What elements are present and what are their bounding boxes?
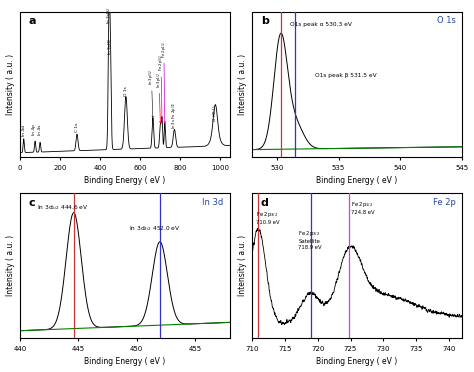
Text: In 3d$_{5/2}$ 444.6 eV: In 3d$_{5/2}$ 444.6 eV xyxy=(37,203,89,212)
X-axis label: Binding Energy ( eV ): Binding Energy ( eV ) xyxy=(317,357,398,366)
Text: Fe 2p$_{3/2}$
Satellite
718.9 eV: Fe 2p$_{3/2}$ Satellite 718.9 eV xyxy=(299,230,322,250)
Text: O1s peak β 531.5 eV: O1s peak β 531.5 eV xyxy=(315,73,377,78)
X-axis label: Binding Energy ( eV ): Binding Energy ( eV ) xyxy=(84,176,165,185)
Y-axis label: Intensity ( a.u. ): Intensity ( a.u. ) xyxy=(6,235,15,296)
Text: In 3p$_{1/2}$: In 3p$_{1/2}$ xyxy=(155,72,163,123)
Text: In 3s Fe 2p$_{3/2}$: In 3s Fe 2p$_{3/2}$ xyxy=(171,102,178,129)
Text: b: b xyxy=(261,16,269,26)
Y-axis label: Intensity ( a.u. ): Intensity ( a.u. ) xyxy=(6,54,15,115)
Y-axis label: Intensity ( a.u. ): Intensity ( a.u. ) xyxy=(238,54,246,115)
Text: O1s peak α 530.3 eV: O1s peak α 530.3 eV xyxy=(290,22,352,27)
Text: a: a xyxy=(28,16,36,26)
Text: c: c xyxy=(28,198,35,208)
Text: Fe 2p: Fe 2p xyxy=(433,198,456,207)
Text: In 4d: In 4d xyxy=(22,125,26,136)
Text: In 3d$_{3/2}$ 452.0 eV: In 3d$_{3/2}$ 452.0 eV xyxy=(129,225,181,234)
Text: C 1s: C 1s xyxy=(75,123,79,132)
Text: In 3p$_{3/2}$: In 3p$_{3/2}$ xyxy=(147,69,155,118)
Text: Fe 2p$_{1/2}$
724.8 eV: Fe 2p$_{1/2}$ 724.8 eV xyxy=(351,201,374,215)
X-axis label: Binding Energy ( eV ): Binding Energy ( eV ) xyxy=(84,357,165,366)
Text: O 1s: O 1s xyxy=(437,16,456,25)
Text: O (KLL): O (KLL) xyxy=(213,105,218,121)
X-axis label: Binding Energy ( eV ): Binding Energy ( eV ) xyxy=(317,176,398,185)
Text: In 4p: In 4p xyxy=(32,124,36,135)
Text: In 3d$_{5/2}$: In 3d$_{5/2}$ xyxy=(105,7,112,25)
Y-axis label: Intensity ( a.u. ): Intensity ( a.u. ) xyxy=(238,235,246,296)
Text: Fe 2p$_{3/2}$
710.9 eV: Fe 2p$_{3/2}$ 710.9 eV xyxy=(256,211,280,225)
Text: Fe 2p$_{3/2}$: Fe 2p$_{3/2}$ xyxy=(157,55,165,120)
Text: In 4s: In 4s xyxy=(38,124,42,135)
Text: d: d xyxy=(261,198,269,208)
Text: Fe 2p$_{1/2}$: Fe 2p$_{1/2}$ xyxy=(160,41,168,123)
Text: In 3d: In 3d xyxy=(202,198,223,207)
Text: In 3d$_{3/2}$: In 3d$_{3/2}$ xyxy=(107,37,114,55)
Text: O 1s: O 1s xyxy=(124,86,128,96)
